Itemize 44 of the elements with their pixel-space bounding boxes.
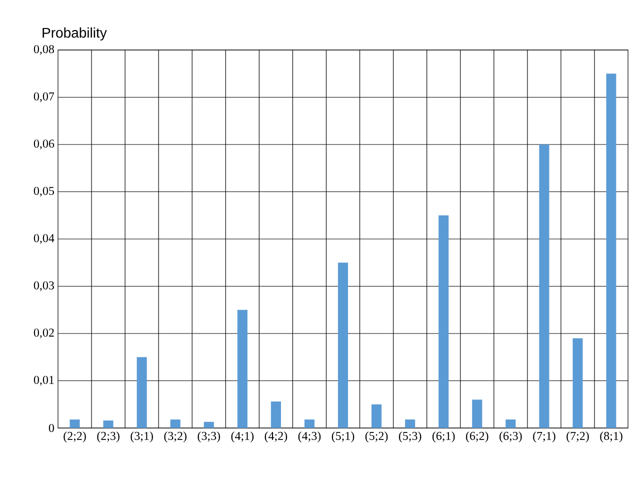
x-tick-label: (5;1)	[332, 432, 354, 442]
y-tick-label: 0,03	[34, 281, 54, 292]
x-tick-label: (4;2)	[264, 432, 288, 442]
y-axis-title: Probability	[42, 27, 107, 40]
x-tick-label: (6;2)	[466, 432, 488, 442]
y-tick-label: 0,07	[34, 92, 54, 102]
x-tick-label: (4;3)	[298, 432, 321, 442]
bar	[506, 419, 516, 428]
x-tick-label: (3;1)	[130, 432, 153, 442]
x-tick-label: (8;1)	[600, 432, 622, 442]
bar	[572, 338, 583, 428]
x-tick-label: (3;2)	[164, 432, 186, 442]
x-tick-label: (5;2)	[365, 432, 388, 442]
y-tick-label: 0,02	[34, 328, 54, 338]
y-tick-label: 0,01	[34, 376, 54, 386]
y-tick-label: 0,06	[34, 140, 54, 150]
bar	[338, 262, 348, 428]
x-tick-label: (6;1)	[432, 432, 455, 442]
x-tick-label: (7;1)	[533, 432, 556, 442]
bar	[270, 402, 281, 428]
bar	[204, 422, 214, 428]
y-tick-label: 0,08	[34, 45, 54, 55]
x-tick-label: (2;2)	[64, 432, 86, 442]
bar	[539, 144, 550, 428]
bar	[136, 357, 147, 428]
y-tick-label: 0	[48, 424, 54, 432]
x-tick-label: (6;3)	[500, 432, 522, 442]
bar	[405, 419, 416, 428]
bar	[472, 400, 482, 428]
x-tick-label: (4;1)	[231, 432, 254, 442]
bar	[304, 419, 315, 428]
bar	[237, 310, 248, 428]
bar	[170, 419, 180, 428]
bar	[606, 74, 616, 428]
y-tick-label: 0,05	[34, 186, 54, 197]
bar	[372, 404, 382, 428]
bar	[103, 420, 114, 428]
y-tick-label: 0,04	[34, 234, 54, 244]
bar	[438, 215, 449, 428]
x-tick-label: (2;3)	[97, 432, 120, 442]
x-tick-label: (3;3)	[198, 432, 220, 442]
x-tick-label: (5;3)	[398, 432, 422, 442]
bar	[70, 419, 80, 428]
x-tick-label: (7;2)	[566, 432, 589, 442]
